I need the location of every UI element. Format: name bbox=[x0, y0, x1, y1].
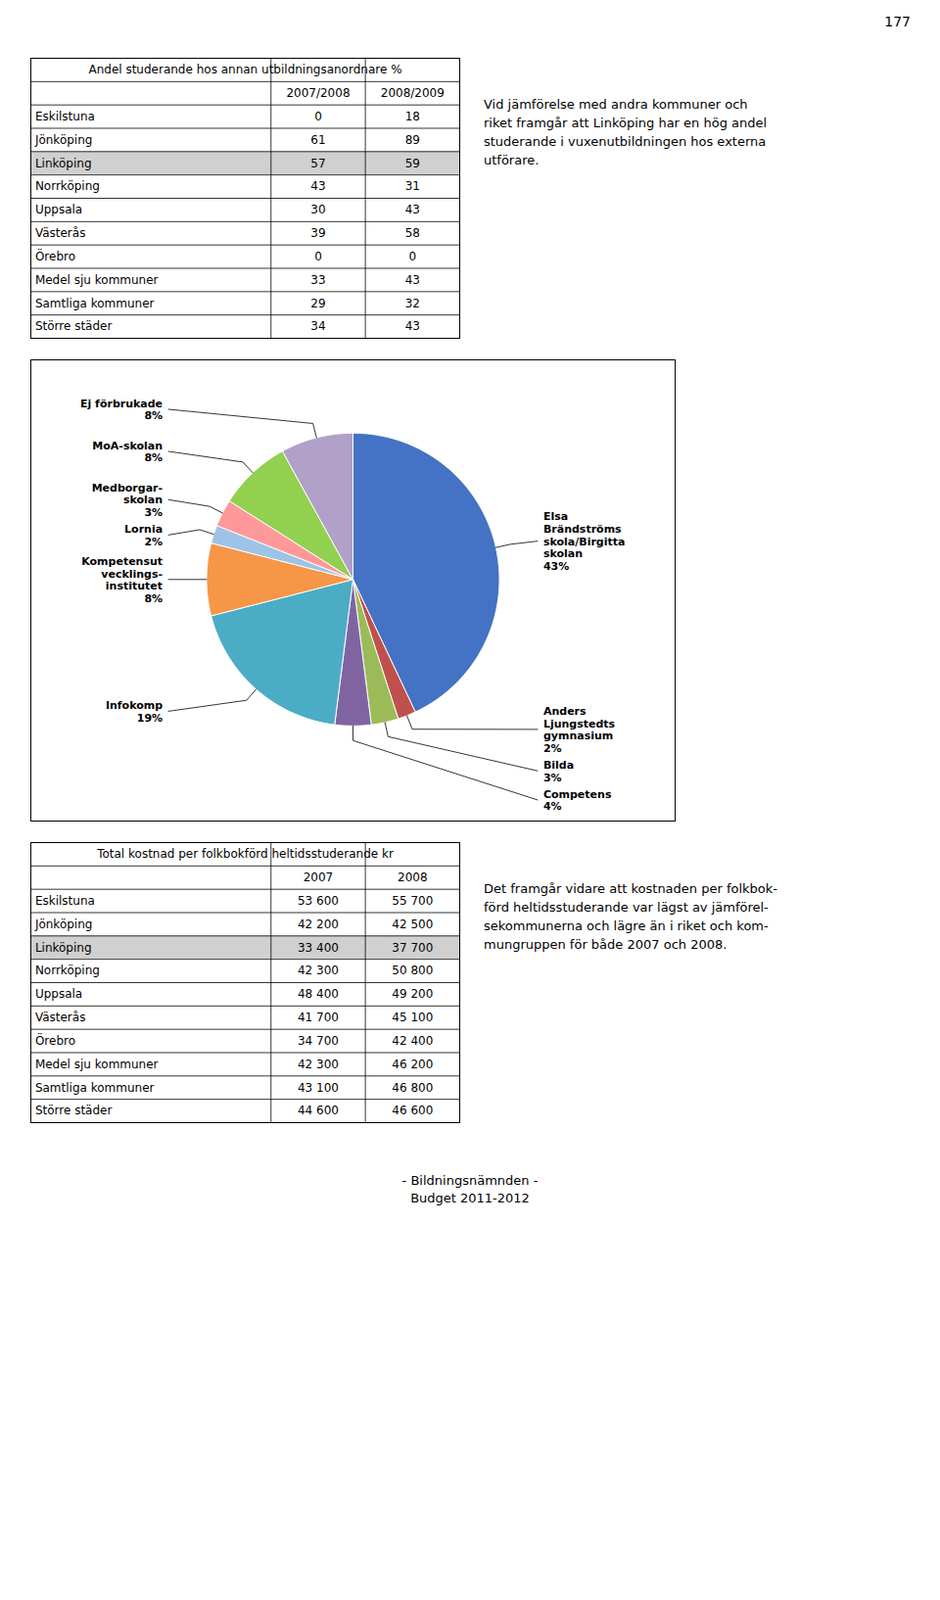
svg-text:0: 0 bbox=[314, 249, 323, 264]
svg-text:Eskilstuna: Eskilstuna bbox=[35, 893, 95, 908]
svg-text:Eskilstuna: Eskilstuna bbox=[35, 109, 95, 124]
svg-text:32: 32 bbox=[405, 296, 421, 311]
svg-text:Uppsala: Uppsala bbox=[35, 987, 83, 1001]
html-text:Vid jämförelse med andra kommu: Vid jämförelse med andra kommuner och ri… bbox=[483, 96, 767, 167]
svg-text:45 100: 45 100 bbox=[391, 1010, 433, 1025]
svg-text:Samtliga kommuner: Samtliga kommuner bbox=[35, 1081, 155, 1095]
svg-text:37 700: 37 700 bbox=[391, 940, 433, 955]
svg-text:Medborgar-skolan3%: Medborgar-skolan3% bbox=[92, 481, 163, 519]
svg-text:43: 43 bbox=[405, 273, 421, 287]
svg-text:Ej förbrukade8%: Ej förbrukade8% bbox=[80, 397, 163, 423]
svg-text:46 200: 46 200 bbox=[391, 1057, 433, 1072]
svg-text:2007: 2007 bbox=[303, 870, 334, 885]
svg-text:Linköping: Linköping bbox=[35, 940, 93, 955]
svg-text:Medel sju kommuner: Medel sju kommuner bbox=[35, 1057, 159, 1072]
svg-text:53 600: 53 600 bbox=[297, 893, 339, 908]
svg-text:Bilda3%: Bilda3% bbox=[543, 758, 574, 785]
svg-text:42 300: 42 300 bbox=[297, 963, 339, 978]
svg-text:59: 59 bbox=[405, 156, 421, 171]
svg-text:46 800: 46 800 bbox=[391, 1081, 433, 1095]
svg-text:2008: 2008 bbox=[397, 870, 428, 885]
svg-text:33: 33 bbox=[310, 273, 326, 287]
svg-text:39: 39 bbox=[310, 226, 326, 240]
svg-text:Örebro: Örebro bbox=[35, 247, 76, 264]
svg-text:57: 57 bbox=[310, 156, 326, 171]
svg-text:43: 43 bbox=[310, 179, 326, 193]
svg-text:Lornia2%: Lornia2% bbox=[124, 522, 163, 549]
svg-text:44 600: 44 600 bbox=[297, 1103, 339, 1118]
svg-text:Örebro: Örebro bbox=[35, 1032, 76, 1048]
svg-text:43 100: 43 100 bbox=[297, 1081, 339, 1095]
html-text:Det framgår vidare att kostnad: Det framgår vidare att kostnaden per fol… bbox=[483, 881, 778, 952]
svg-text:Linköping: Linköping bbox=[35, 156, 93, 171]
svg-text:43: 43 bbox=[405, 202, 421, 217]
svg-text:43: 43 bbox=[405, 319, 421, 333]
svg-text:Medel sju kommuner: Medel sju kommuner bbox=[35, 273, 159, 287]
svg-text:41 700: 41 700 bbox=[297, 1010, 339, 1025]
svg-text:MoA-skolan8%: MoA-skolan8% bbox=[92, 439, 163, 466]
svg-text:61: 61 bbox=[310, 133, 326, 147]
svg-text:46 600: 46 600 bbox=[391, 1103, 433, 1118]
svg-text:34 700: 34 700 bbox=[297, 1034, 339, 1048]
svg-text:Norrköping: Norrköping bbox=[35, 179, 100, 193]
svg-text:Competens4%: Competens4% bbox=[543, 788, 612, 814]
html-text:- Bildningsnämnden - Budget 20: - Bildningsnämnden - Budget 2011-2012 bbox=[402, 1173, 538, 1206]
svg-text:Jönköping: Jönköping bbox=[34, 133, 94, 147]
svg-text:2008/2009: 2008/2009 bbox=[380, 86, 445, 100]
svg-text:49 200: 49 200 bbox=[391, 987, 433, 1001]
svg-text:Infokomp19%: Infokomp19% bbox=[105, 699, 163, 725]
html-text:177: 177 bbox=[884, 13, 911, 30]
svg-text:33 400: 33 400 bbox=[297, 940, 339, 955]
svg-text:42 300: 42 300 bbox=[297, 1057, 339, 1072]
svg-text:89: 89 bbox=[405, 133, 421, 147]
svg-text:Samtliga kommuner: Samtliga kommuner bbox=[35, 296, 155, 311]
svg-text:58: 58 bbox=[405, 226, 421, 240]
svg-text:34: 34 bbox=[310, 319, 326, 333]
svg-text:Andel studerande hos annan utb: Andel studerande hos annan utbildningsan… bbox=[88, 62, 402, 77]
svg-text:Norrköping: Norrköping bbox=[35, 963, 100, 978]
svg-text:42 400: 42 400 bbox=[391, 1034, 433, 1048]
svg-text:42 500: 42 500 bbox=[391, 917, 433, 932]
svg-text:Total kostnad per folkbokförd: Total kostnad per folkbokförd heltidsstu… bbox=[95, 846, 394, 861]
svg-text:ElsaBrändströmsskola/Birgittas: ElsaBrändströmsskola/Birgittaskolan43% bbox=[543, 510, 626, 573]
svg-text:Större städer: Större städer bbox=[35, 319, 113, 333]
svg-text:Uppsala: Uppsala bbox=[35, 202, 83, 217]
svg-text:48 400: 48 400 bbox=[297, 987, 339, 1001]
svg-text:42 200: 42 200 bbox=[297, 917, 339, 932]
svg-text:0: 0 bbox=[408, 249, 417, 264]
svg-text:0: 0 bbox=[314, 109, 323, 124]
svg-text:Större städer: Större städer bbox=[35, 1103, 113, 1118]
svg-text:29: 29 bbox=[310, 296, 326, 311]
svg-text:30: 30 bbox=[310, 202, 326, 217]
svg-text:Kompetensutvecklings-institute: Kompetensutvecklings-institutet8% bbox=[81, 555, 163, 606]
svg-text:Västerås: Västerås bbox=[35, 226, 87, 240]
svg-text:31: 31 bbox=[405, 179, 421, 193]
svg-text:50 800: 50 800 bbox=[391, 963, 433, 978]
svg-text:55 700: 55 700 bbox=[391, 893, 433, 908]
svg-text:2007/2008: 2007/2008 bbox=[285, 86, 350, 100]
svg-text:Västerås: Västerås bbox=[35, 1010, 87, 1025]
svg-text:18: 18 bbox=[405, 109, 421, 124]
svg-text:Jönköping: Jönköping bbox=[34, 917, 94, 932]
svg-text:AndersLjungstedtsgymnasium2%: AndersLjungstedtsgymnasium2% bbox=[543, 705, 616, 755]
